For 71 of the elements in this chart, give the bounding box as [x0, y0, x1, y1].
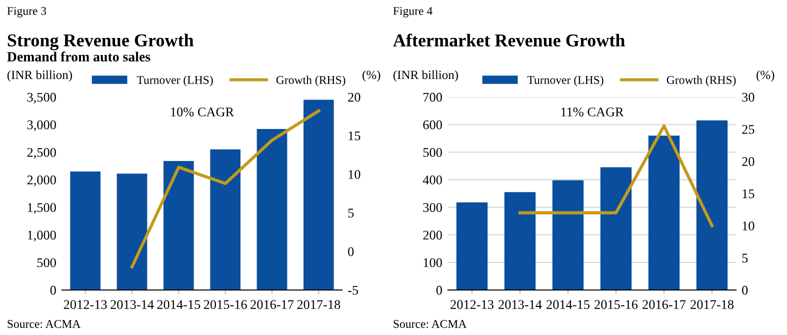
bar — [304, 100, 334, 290]
x-tick-label: 2013-14 — [498, 300, 542, 310]
y-axis-title: (INR billion) — [7, 70, 72, 82]
chart-subtitle: Demand from auto sales — [7, 52, 150, 62]
y-tick-label: 500 — [423, 148, 442, 157]
y-tick-label: 2,000 — [27, 176, 56, 186]
annotation: 11% CAGR — [561, 108, 624, 116]
y2-tick-label: 20 — [742, 157, 754, 166]
x-tick-label: 2012-13 — [450, 300, 494, 310]
bar — [256, 128, 288, 290]
x-tick-label: 2015-16 — [594, 300, 638, 310]
y-tick-label: 300 — [423, 203, 442, 212]
y2-axis-title: (%) — [362, 70, 380, 82]
bar — [164, 160, 194, 290]
bar — [116, 174, 148, 290]
caption: Figure 3 — [7, 6, 46, 18]
y2-tick-label: 10 — [742, 221, 754, 230]
y-tick-label: 700 — [424, 92, 442, 102]
chart-title: Strong Revenue Growth — [8, 34, 194, 50]
x-tick-label: 2013-14 — [110, 300, 154, 310]
bar — [552, 180, 584, 290]
legend-label: Turnover (LHS) — [527, 76, 604, 86]
y-tick-label: 500 — [37, 258, 56, 268]
y2-tick-label: 0 — [348, 247, 354, 256]
annotation: 10% CAGR — [171, 108, 234, 116]
y2-tick-label: 10 — [348, 170, 360, 179]
x-tick-label: 2015-16 — [204, 300, 247, 310]
x-tick-label: 2016-17 — [250, 300, 294, 310]
bar — [504, 192, 536, 290]
bar — [648, 136, 680, 290]
x-tick-label: 2016-17 — [642, 300, 686, 310]
x-tick-label: 2017-18 — [297, 300, 340, 310]
bar — [70, 171, 100, 290]
caption: Figure 4 — [393, 6, 432, 18]
y-tick-label: 600 — [423, 120, 442, 130]
y2-tick-label: 15 — [348, 131, 360, 140]
x-tick-label: 2017-18 — [690, 300, 734, 310]
y2-axis-title: (%) — [756, 70, 774, 82]
y-tick-label: 1,500 — [28, 203, 56, 214]
y2-tick-label: 0 — [742, 286, 748, 295]
source-note: Source: ACMA — [394, 320, 467, 328]
legend-label: Growth (RHS) — [276, 76, 346, 86]
bar — [600, 167, 632, 290]
y-tick-label: 1,000 — [28, 230, 56, 242]
y2-tick-label: 15 — [742, 189, 754, 198]
bar — [456, 202, 488, 290]
y2-tick-label: 30 — [742, 92, 754, 102]
y-tick-label: 3,000 — [27, 120, 56, 132]
x-tick-label: 2014-15 — [546, 300, 590, 310]
y2-tick-label: 20 — [348, 92, 360, 102]
legend-label: Growth (RHS) — [666, 76, 736, 86]
y-axis-title: (INR billion) — [393, 70, 458, 82]
y-tick-label: 2,500 — [27, 148, 56, 159]
bar — [210, 149, 240, 290]
y2-tick-label: 5 — [348, 208, 354, 218]
line-series — [130, 109, 320, 268]
y2-tick-label: 25 — [742, 125, 754, 134]
y2-tick-label: -5 — [348, 286, 358, 295]
source-note: Source: ACMA — [8, 320, 81, 328]
x-tick-label: 2014-15 — [157, 300, 200, 310]
y-tick-label: 0 — [50, 286, 56, 295]
x-tick-label: 2012-13 — [64, 300, 107, 310]
bar — [696, 120, 728, 290]
y-tick-label: 400 — [422, 176, 442, 184]
y-tick-label: 3,500 — [27, 92, 56, 104]
y-tick-label: 0 — [436, 286, 442, 295]
y-tick-label: 100 — [424, 258, 442, 268]
y-tick-label: 200 — [423, 230, 442, 240]
legend-label: Turnover (LHS) — [136, 76, 213, 86]
y2-tick-label: 5 — [742, 254, 748, 263]
chart-title: Aftermarket Revenue Growth — [393, 34, 625, 47]
